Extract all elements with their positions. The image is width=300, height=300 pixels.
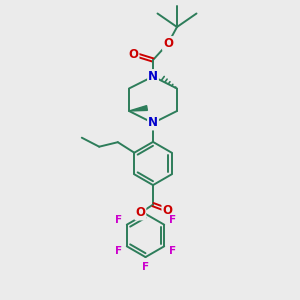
Text: N: N [148,70,158,83]
Text: F: F [169,215,176,225]
Text: F: F [115,215,122,225]
Text: F: F [115,246,122,256]
Polygon shape [129,106,147,111]
Text: F: F [169,246,176,256]
Text: N: N [148,116,158,130]
Text: O: O [135,206,146,220]
Text: O: O [163,37,173,50]
Text: F: F [142,262,149,272]
Text: O: O [162,203,172,217]
Text: O: O [128,47,139,61]
